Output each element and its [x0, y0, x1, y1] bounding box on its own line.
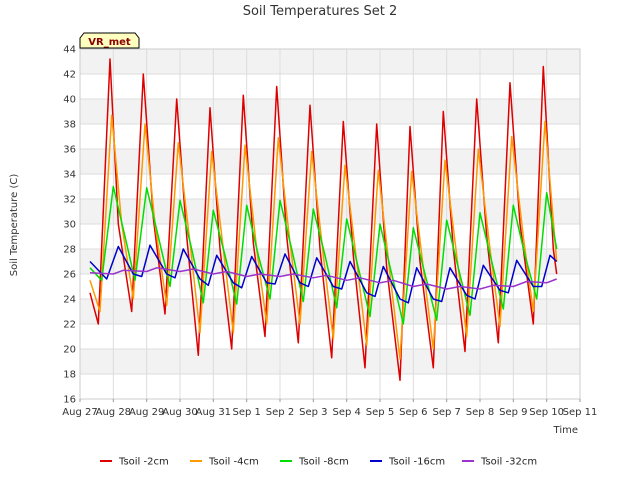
x-tick-label: Sep 5 — [366, 407, 394, 418]
legend-label: Tsoil -32cm — [480, 457, 537, 468]
series-line-4 — [89, 244, 558, 304]
y-tick-label: 36 — [63, 145, 76, 156]
band-18-20 — [80, 349, 580, 374]
y-tick-label: 24 — [63, 295, 76, 306]
legend: Tsoil -2cm Tsoil -4cm Tsoil -8cm Tsoil -16c… — [100, 457, 537, 468]
plot-frame — [79, 48, 581, 400]
y-tick-label: 38 — [63, 120, 76, 131]
x-tick-label: Aug 31 — [196, 407, 231, 418]
band-34-36 — [80, 149, 580, 174]
legend-label: Tsoil -2cm — [118, 457, 169, 468]
y-tick-label: 22 — [63, 320, 76, 331]
y-tick-label: 34 — [63, 170, 76, 181]
x-axis-label: Time — [553, 425, 578, 436]
y-tick-label: 44 — [63, 45, 76, 56]
band-40-42 — [80, 74, 580, 99]
x-tick-label: Sep 6 — [399, 407, 427, 418]
x-tick-label: Sep 11 — [563, 407, 598, 418]
x-tick-label: Sep 3 — [299, 407, 327, 418]
badge-shape — [79, 32, 140, 49]
y-tick-label: 30 — [63, 220, 76, 231]
chart-title: Soil Temperatures Set 2 — [243, 4, 398, 19]
series-line-5 — [89, 267, 557, 290]
series-lines — [89, 58, 558, 382]
x-tick-label: Sep 1 — [232, 407, 260, 418]
band-36-38 — [80, 124, 580, 149]
x-tick-label: Sep 2 — [266, 407, 294, 418]
y-axis-ticks: 16 18 20 22 24 26 28 30 32 34 36 38 40 42 44 — [63, 45, 76, 406]
band-38-40 — [80, 99, 580, 124]
series-line-3 — [89, 185, 558, 325]
y-tick-label: 16 — [63, 395, 76, 406]
station-badge: VR_met — [79, 32, 140, 49]
y-tick-label: 42 — [63, 70, 76, 81]
legend-label: Tsoil -4cm — [208, 457, 259, 468]
y-tick-label: 40 — [63, 95, 76, 106]
legend-label: Tsoil -16cm — [388, 457, 445, 468]
band-28-30 — [80, 224, 580, 249]
x-tick-label: Sep 7 — [432, 407, 460, 418]
x-tick-label: Aug 29 — [129, 407, 164, 418]
band-32-34 — [80, 174, 580, 199]
band-30-32 — [80, 199, 580, 224]
y-tick-label: 26 — [63, 270, 76, 281]
x-tick-label: Aug 28 — [96, 407, 131, 418]
x-tick-label: Aug 27 — [62, 407, 97, 418]
band-16-18 — [80, 374, 580, 399]
y-tick-label: 20 — [63, 345, 76, 356]
band-26-28 — [80, 249, 580, 274]
x-tick-label: Sep 10 — [529, 407, 564, 418]
x-tick-label: Sep 4 — [332, 407, 360, 418]
series-line-1 — [89, 58, 558, 382]
y-axis-label: Soil Temperature (C) — [9, 174, 20, 277]
y-tick-label: 28 — [63, 245, 76, 256]
badge-label: VR_met — [88, 37, 131, 48]
x-tick-label: Aug 30 — [162, 407, 197, 418]
legend-label: Tsoil -8cm — [298, 457, 349, 468]
x-tick-label: Sep 9 — [499, 407, 527, 418]
y-tick-label: 18 — [63, 370, 76, 381]
series-line-2 — [89, 114, 558, 360]
band-42-44 — [80, 49, 580, 74]
x-tick-label: Sep 8 — [466, 407, 494, 418]
y-tick-label: 32 — [63, 195, 76, 206]
